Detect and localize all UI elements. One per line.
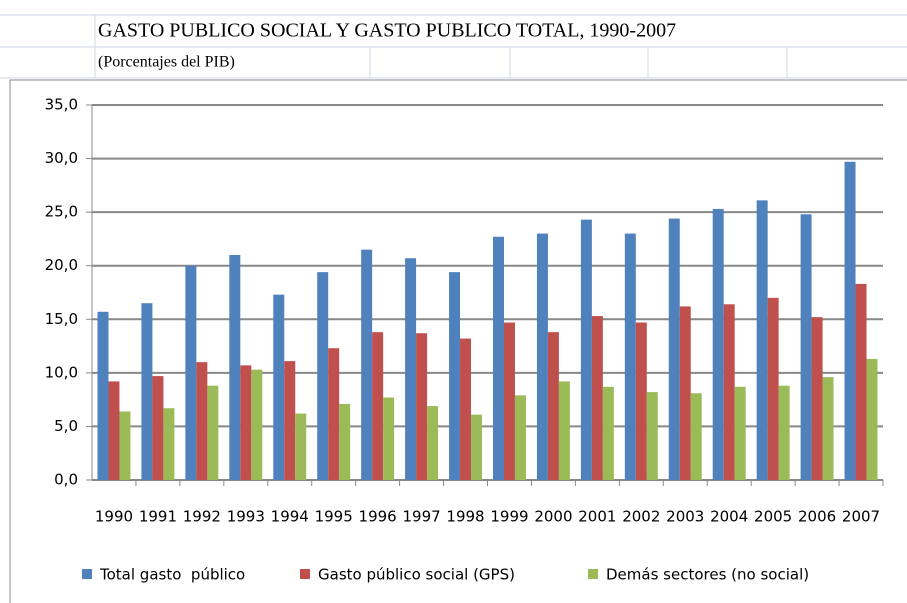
x-tick-label: 1999 <box>490 508 528 526</box>
x-tick-label: 1992 <box>183 508 221 526</box>
bar <box>668 218 680 481</box>
x-tick-label: 1995 <box>315 508 353 526</box>
bar <box>800 214 812 481</box>
sheet-grid <box>0 14 907 79</box>
x-tick-label: 2000 <box>534 508 572 526</box>
bar <box>240 365 252 480</box>
bar <box>185 265 197 480</box>
y-tick-label: 35,0 <box>45 96 78 114</box>
y-tick-label: 10,0 <box>45 363 78 381</box>
bar <box>624 233 636 480</box>
x-tick-label: 1991 <box>139 508 177 526</box>
bar <box>690 393 702 480</box>
bar <box>756 200 768 480</box>
y-tick-label: 20,0 <box>45 256 78 274</box>
bar <box>855 283 867 480</box>
bar <box>295 413 307 480</box>
bar <box>723 304 735 480</box>
bar <box>503 322 515 480</box>
x-tick-label: 1990 <box>95 508 133 526</box>
bar <box>284 361 296 480</box>
bar <box>383 397 395 480</box>
bar <box>734 386 746 480</box>
bar <box>866 358 878 480</box>
bar <box>229 255 241 480</box>
x-tick-label: 1997 <box>402 508 440 526</box>
bar <box>767 297 779 480</box>
bar <box>536 233 548 480</box>
legend-label: Gasto público social (GPS) <box>318 566 515 584</box>
bar <box>108 381 120 480</box>
bar <box>514 395 526 480</box>
legend-swatch <box>82 569 92 579</box>
bar <box>712 208 724 480</box>
chart-subtitle: (Porcentajes del PIB) <box>98 54 235 71</box>
x-tick-label: 2001 <box>578 508 616 526</box>
bar <box>822 377 834 480</box>
bar <box>163 408 175 480</box>
bar <box>635 322 647 480</box>
bar <box>328 348 340 480</box>
bar <box>558 381 570 480</box>
bar <box>405 258 417 480</box>
legend-swatch <box>300 569 310 579</box>
bar <box>207 385 219 480</box>
legend-swatch <box>588 569 598 579</box>
y-tick-label: 30,0 <box>45 149 78 167</box>
bar <box>471 414 483 480</box>
bar <box>273 294 285 480</box>
bar <box>97 311 109 480</box>
legend-label: Total gasto público <box>99 566 245 584</box>
bar <box>460 338 472 480</box>
y-tick-label: 25,0 <box>45 203 78 221</box>
x-tick-label: 1993 <box>227 508 265 526</box>
bar <box>778 385 790 480</box>
x-tick-label: 2004 <box>710 508 748 526</box>
bar <box>339 403 351 480</box>
bar <box>119 411 131 480</box>
bar <box>844 161 856 481</box>
bar <box>152 376 164 480</box>
chart-title: GASTO PUBLICO SOCIAL Y GASTO PUBLICO TOT… <box>98 20 676 42</box>
bar <box>141 303 153 480</box>
bar <box>602 386 614 480</box>
bar <box>679 306 691 480</box>
bar <box>416 333 428 480</box>
bar <box>196 362 208 480</box>
bar <box>492 236 504 480</box>
bar <box>646 392 658 480</box>
x-tick-label: 1994 <box>271 508 309 526</box>
x-tick-label: 1996 <box>359 508 397 526</box>
legend-label: Demás sectores (no social) <box>606 566 809 584</box>
bar <box>580 219 592 480</box>
bar <box>591 316 603 480</box>
bar <box>449 272 461 480</box>
bar <box>361 249 373 480</box>
x-tick-label: 2005 <box>754 508 792 526</box>
bar <box>547 332 559 480</box>
bar <box>427 406 439 480</box>
bar <box>251 369 263 480</box>
x-tick-label: 2007 <box>842 508 880 526</box>
x-tick-label: 2002 <box>622 508 660 526</box>
y-tick-label: 15,0 <box>45 310 78 328</box>
x-tick-label: 2003 <box>666 508 704 526</box>
bar <box>811 317 823 480</box>
x-tick-label: 2006 <box>798 508 836 526</box>
y-tick-label: 5,0 <box>54 417 78 435</box>
x-tick-label: 1998 <box>446 508 484 526</box>
y-tick-label: 0,0 <box>54 471 78 489</box>
bar <box>372 332 384 480</box>
bar <box>317 272 329 480</box>
